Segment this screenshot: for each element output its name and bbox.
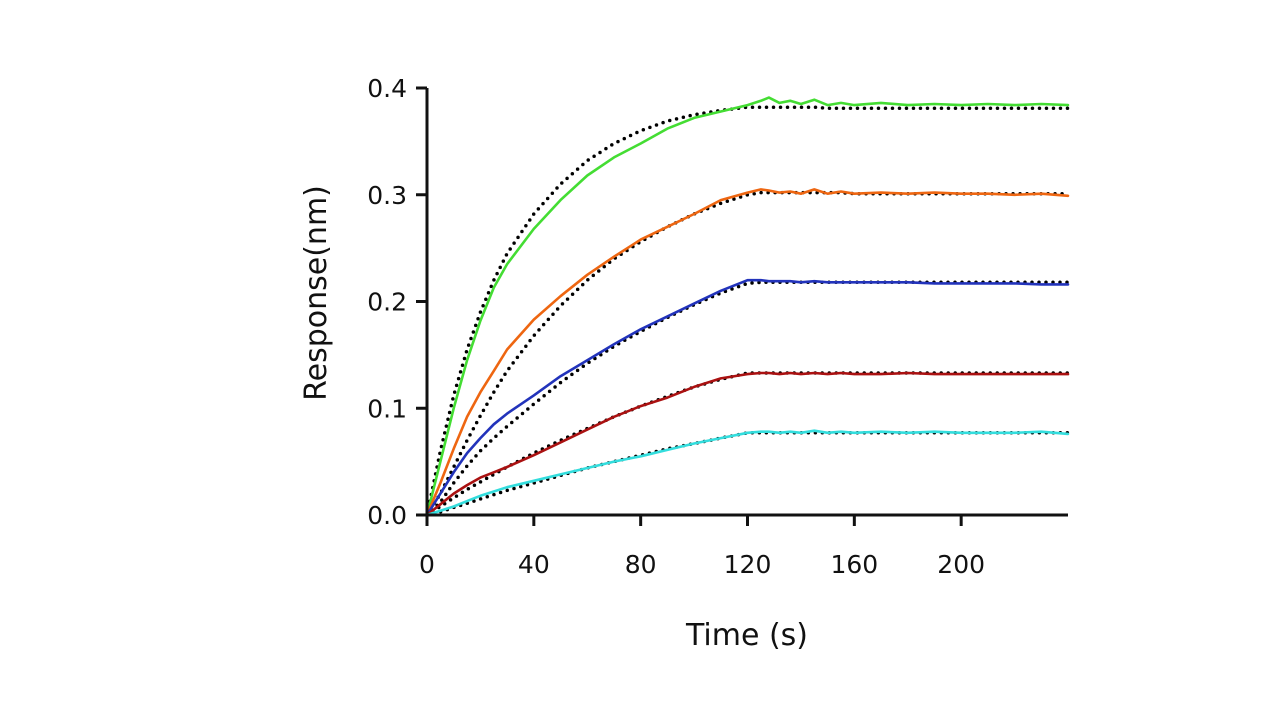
- fit-curve: [425, 280, 1070, 517]
- y-tick-label: 0.0: [367, 501, 407, 530]
- fit-curve: [425, 371, 1070, 517]
- tick-marks: 0 40 80 120 160 200 0.0 0.1 0.2 0.3 0.4: [367, 74, 985, 579]
- fit-curves: [425, 105, 1070, 517]
- y-tick-label: 0.3: [367, 181, 407, 210]
- response-curve: [425, 96, 1070, 517]
- x-tick-label: 120: [724, 550, 772, 579]
- fit-curve: [425, 105, 1070, 517]
- x-tick-label: 80: [625, 550, 657, 579]
- y-tick-label: 0.1: [367, 394, 407, 423]
- x-tick-label: 200: [937, 550, 985, 579]
- response-curve: [425, 371, 1070, 517]
- response-curve: [425, 429, 1070, 517]
- fit-curve: [425, 190, 1070, 517]
- x-axis-title: Time (s): [685, 618, 808, 653]
- response-series: [425, 96, 1070, 517]
- y-tick-label: 0.4: [367, 74, 407, 103]
- y-axis-title: Response(nm): [299, 185, 334, 401]
- response-curve: [425, 278, 1070, 517]
- response-curve: [425, 188, 1070, 517]
- x-tick-label: 40: [518, 550, 550, 579]
- y-tick-label: 0.2: [367, 288, 407, 317]
- axes: [425, 88, 1068, 517]
- x-tick-label: 160: [830, 550, 878, 579]
- x-tick-label: 0: [419, 550, 435, 579]
- fit-curve: [425, 431, 1070, 517]
